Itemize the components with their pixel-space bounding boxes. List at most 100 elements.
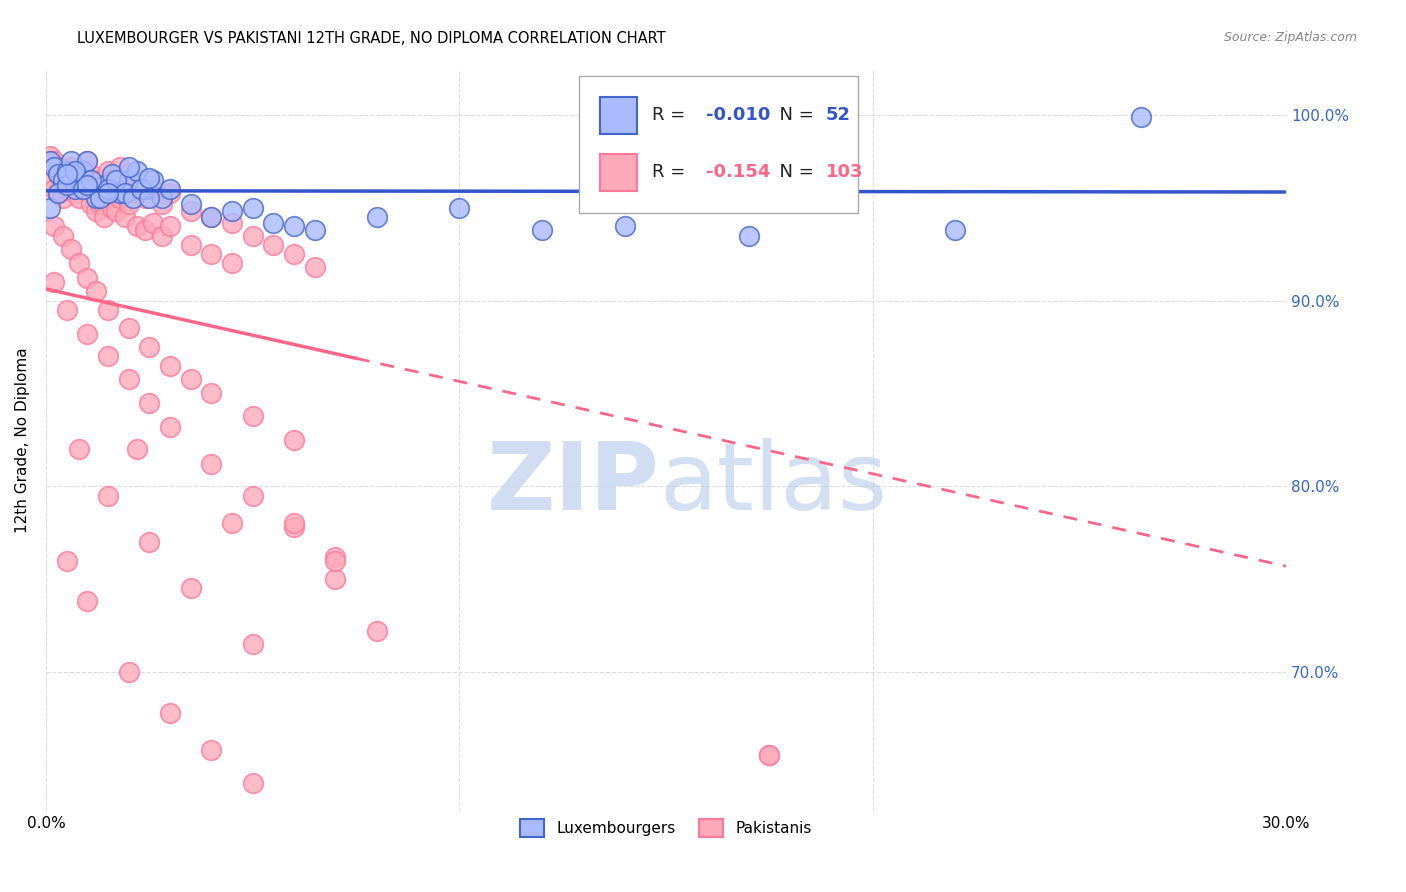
Point [114, 186, 136, 200]
Point [114, 182, 136, 196]
Point [221, 516, 243, 531]
Point [283, 247, 305, 261]
FancyBboxPatch shape [600, 154, 637, 191]
Point [76, 271, 98, 285]
Point [200, 247, 222, 261]
Point [80, 197, 103, 211]
Point [67, 256, 90, 270]
Point [138, 395, 160, 409]
Point [84, 285, 107, 299]
Point [180, 204, 202, 219]
Text: 52: 52 [825, 106, 851, 124]
Point [242, 228, 264, 243]
Point [180, 371, 202, 385]
Point [283, 516, 305, 531]
Point [89, 197, 111, 211]
Point [76, 326, 98, 341]
Text: -0.154: -0.154 [706, 163, 770, 181]
Point [117, 197, 139, 211]
Y-axis label: 12th Grade, No Diploma: 12th Grade, No Diploma [15, 347, 30, 533]
Text: LUXEMBOURGER VS PAKISTANI 12TH GRADE, NO DIPLOMA CORRELATION CHART: LUXEMBOURGER VS PAKISTANI 12TH GRADE, NO… [77, 31, 666, 46]
Point [117, 160, 139, 174]
Point [39, 154, 62, 169]
Point [55, 302, 77, 317]
Point [138, 535, 160, 549]
Point [200, 743, 222, 757]
Text: ZIP: ZIP [486, 438, 659, 531]
Point [138, 192, 160, 206]
Point [117, 173, 139, 187]
Point [323, 549, 346, 564]
Point [242, 201, 264, 215]
Point [150, 197, 173, 211]
Point [134, 182, 156, 196]
Point [67, 192, 90, 206]
Point [48, 186, 70, 200]
Point [48, 186, 70, 200]
Point [63, 167, 86, 181]
Point [55, 178, 77, 193]
Legend: Luxembourgers, Pakistanis: Luxembourgers, Pakistanis [512, 812, 820, 845]
Point [76, 594, 98, 608]
Point [72, 182, 94, 196]
Point [125, 219, 148, 234]
Point [943, 223, 966, 237]
Point [366, 210, 388, 224]
Point [221, 204, 243, 219]
Point [242, 409, 264, 423]
Point [55, 553, 77, 567]
Point [530, 223, 553, 237]
Point [200, 386, 222, 401]
Point [110, 192, 132, 206]
Point [39, 201, 62, 215]
Point [1130, 110, 1153, 124]
Point [59, 178, 82, 193]
Point [84, 204, 107, 219]
Point [117, 321, 139, 335]
Point [242, 637, 264, 651]
Point [80, 173, 103, 187]
Point [72, 163, 94, 178]
Point [67, 173, 90, 187]
Point [48, 160, 70, 174]
Point [159, 219, 181, 234]
Point [304, 260, 326, 275]
Text: Source: ZipAtlas.com: Source: ZipAtlas.com [1223, 31, 1357, 45]
Text: R =: R = [652, 106, 692, 124]
Point [97, 186, 120, 200]
Point [48, 167, 70, 181]
Point [39, 173, 62, 187]
Point [44, 275, 66, 289]
Point [51, 173, 73, 187]
Point [262, 238, 284, 252]
Point [44, 182, 66, 196]
Point [221, 216, 243, 230]
Point [159, 706, 181, 720]
Point [84, 178, 107, 193]
Point [200, 210, 222, 224]
Point [97, 163, 120, 178]
Point [159, 420, 181, 434]
Point [55, 167, 77, 181]
Point [55, 163, 77, 178]
Point [150, 192, 173, 206]
Point [44, 160, 66, 174]
Point [242, 776, 264, 790]
Point [262, 216, 284, 230]
Text: atlas: atlas [659, 438, 889, 531]
Point [150, 228, 173, 243]
Point [101, 173, 124, 187]
Point [200, 457, 222, 471]
Point [138, 171, 160, 186]
Point [97, 192, 120, 206]
Point [283, 433, 305, 447]
Point [51, 228, 73, 243]
Point [101, 201, 124, 215]
Point [134, 223, 156, 237]
Point [159, 182, 181, 196]
Point [59, 242, 82, 256]
Text: N =: N = [768, 163, 820, 181]
Point [159, 359, 181, 373]
Point [117, 167, 139, 181]
Text: 103: 103 [825, 163, 863, 181]
